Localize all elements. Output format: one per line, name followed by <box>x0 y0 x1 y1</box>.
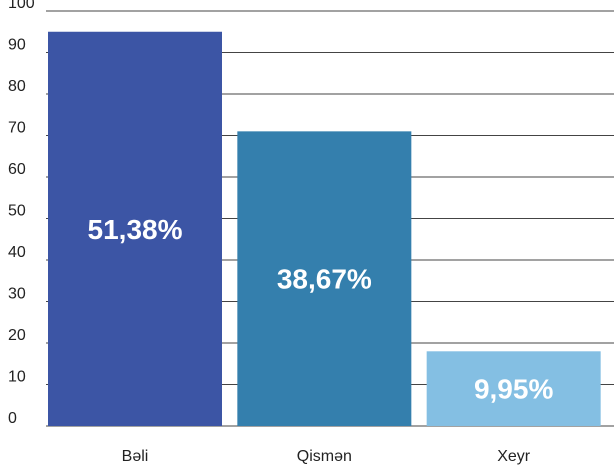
y-tick-label: 20 <box>8 327 26 344</box>
y-tick-label: 80 <box>8 78 26 95</box>
category-label: Xeyr <box>497 448 531 465</box>
y-tick-label: 90 <box>8 37 26 54</box>
bar <box>237 131 412 426</box>
data-labels: 51,38% 38,67% 9,95% <box>88 214 554 405</box>
bar-data-label: 51,38% <box>88 214 183 245</box>
category-label: Qismən <box>297 448 352 465</box>
y-tick-label: 40 <box>8 244 26 261</box>
y-tick-label: 0 <box>8 410 17 427</box>
y-tick-label: 60 <box>8 161 26 178</box>
bars <box>48 31 601 426</box>
y-axis-ticks: 0 10 20 30 40 50 60 70 80 90 100 <box>8 0 35 427</box>
y-tick-label: 10 <box>8 369 26 386</box>
y-tick-label: 30 <box>8 286 26 303</box>
y-tick-label: 70 <box>8 120 26 137</box>
bar-data-label: 9,95% <box>474 374 553 405</box>
bar <box>426 351 601 426</box>
category-labels: Bəli Qismən Xeyr <box>122 448 531 465</box>
bar <box>48 31 222 426</box>
y-tick-label: 50 <box>8 203 26 220</box>
bar-data-label: 38,67% <box>277 264 372 295</box>
y-tick-label: 100 <box>8 0 35 12</box>
category-label: Bəli <box>122 448 149 465</box>
